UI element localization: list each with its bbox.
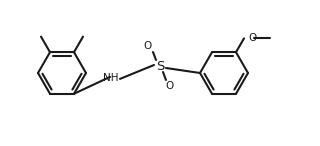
Text: O: O [166, 81, 174, 91]
Text: O: O [144, 41, 152, 51]
Text: NH: NH [103, 73, 119, 83]
Text: S: S [156, 60, 164, 73]
Text: O: O [248, 33, 256, 43]
